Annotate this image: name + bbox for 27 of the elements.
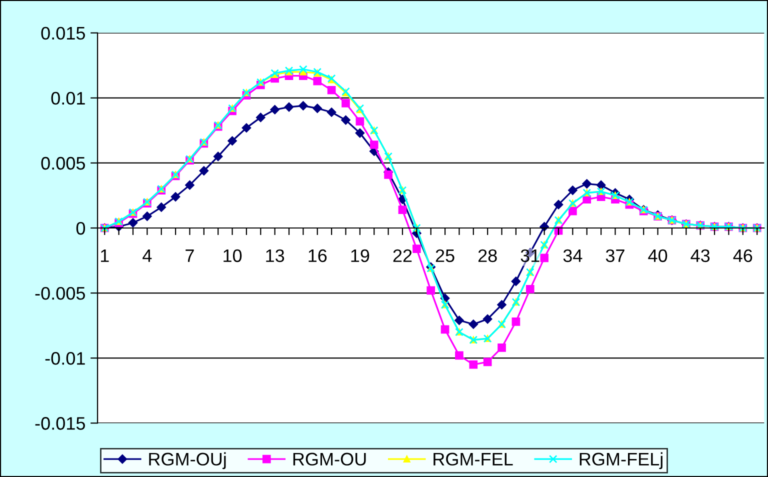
x-tick-label: 13 xyxy=(266,249,284,262)
x-tick-label: 46 xyxy=(733,249,752,262)
x-tick-label: 28 xyxy=(478,249,497,262)
x-tick-label: 10 xyxy=(224,249,242,262)
y-tick-label: 0.015 xyxy=(41,26,85,40)
legend-label: RGM-OU xyxy=(293,452,366,466)
y-tick-label: -0.005 xyxy=(35,286,85,300)
x-tick-label: 16 xyxy=(308,249,327,262)
x-tick-label: 43 xyxy=(690,249,710,262)
x-tick-label: 22 xyxy=(393,249,412,262)
x-tick-label: 34 xyxy=(563,249,582,262)
y-tick-label: 0 xyxy=(76,222,86,235)
x-tick-label: 31 xyxy=(520,249,540,262)
x-tick-label: 7 xyxy=(186,250,194,262)
y-tick-label: 0.005 xyxy=(41,156,85,170)
x-tick-label: 37 xyxy=(606,249,624,262)
legend-label: RGM-FEL xyxy=(434,452,513,466)
y-tick-label: -0.01 xyxy=(45,352,85,365)
x-tick-label: 4 xyxy=(142,250,152,262)
x-tick-label: 1 xyxy=(100,250,109,262)
legend-label: RGM-FELj xyxy=(580,452,662,470)
legend-label: RGM-OUj xyxy=(149,452,226,470)
y-tick-label: 0.01 xyxy=(51,92,85,105)
x-tick-label: 40 xyxy=(648,249,668,262)
x-tick-label: 19 xyxy=(351,249,370,262)
y-tick-label: -0.015 xyxy=(35,417,85,430)
x-tick-label: 25 xyxy=(436,249,454,262)
